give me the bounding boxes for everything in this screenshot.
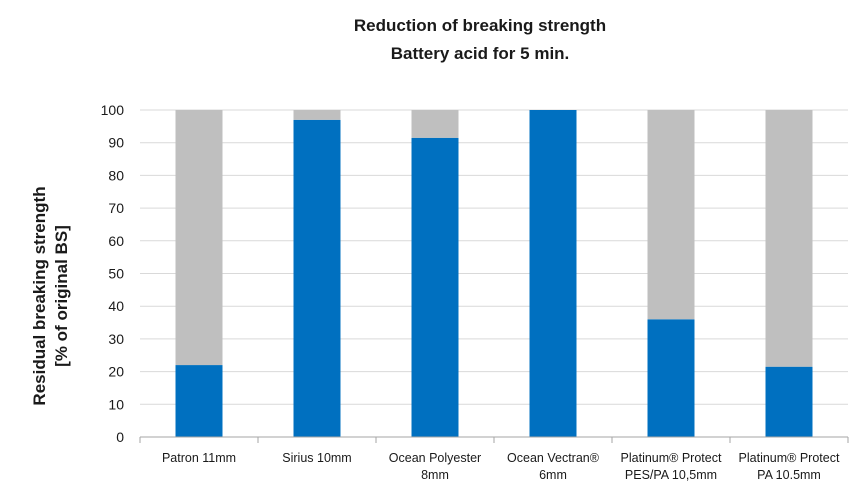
y-tick-label: 0 bbox=[116, 429, 124, 445]
y-tick-label: 30 bbox=[108, 331, 124, 347]
y-axis-title-line-1: Residual breaking strength bbox=[30, 186, 49, 405]
y-axis-title: Residual breaking strength [% of origina… bbox=[30, 186, 71, 405]
bar-loss bbox=[175, 110, 223, 366]
bar-residual bbox=[765, 366, 813, 437]
gridlines bbox=[140, 109, 848, 405]
y-tick-label: 40 bbox=[108, 298, 124, 314]
x-tick-label: Patron 11mm bbox=[162, 451, 236, 465]
y-tick-label: 60 bbox=[108, 233, 124, 249]
x-tick-label: PA 10.5mm bbox=[757, 468, 821, 482]
y-axis-title-line-2: [% of original BS] bbox=[52, 225, 71, 367]
y-tick-labels: 0 10 20 30 40 50 60 70 80 90 100 bbox=[101, 102, 125, 445]
x-tick-label: Sirius 10mm bbox=[282, 451, 351, 465]
bar-residual bbox=[411, 137, 459, 438]
x-tick-label: Platinum® Protect bbox=[739, 451, 840, 465]
y-tick-label: 70 bbox=[108, 200, 124, 216]
bar-loss bbox=[765, 110, 813, 367]
x-tick-label: Platinum® Protect bbox=[621, 451, 722, 465]
y-tick-label: 100 bbox=[101, 102, 125, 118]
bar-residual bbox=[293, 119, 341, 437]
bar-loss bbox=[293, 110, 341, 120]
x-tick-label: PES/PA 10,5mm bbox=[625, 468, 717, 482]
bar-loss bbox=[411, 110, 459, 138]
y-tick-label: 10 bbox=[108, 396, 124, 412]
x-axis bbox=[139, 436, 849, 443]
x-tick-label: Ocean Polyester bbox=[389, 451, 481, 465]
y-tick-label: 20 bbox=[108, 364, 124, 380]
x-tick-label: Ocean Vectran® bbox=[507, 451, 600, 465]
chart-subtitle: Battery acid for 5 min. bbox=[391, 44, 570, 63]
x-tick-label: 8mm bbox=[421, 468, 449, 482]
bar-residual bbox=[529, 110, 577, 437]
y-tick-label: 90 bbox=[108, 135, 124, 151]
x-tick-label: 6mm bbox=[539, 468, 567, 482]
bars bbox=[175, 110, 813, 438]
bar-residual bbox=[647, 319, 695, 437]
y-tick-label: 80 bbox=[108, 167, 124, 183]
chart-title: Reduction of breaking strength bbox=[354, 16, 606, 35]
bar-residual bbox=[175, 365, 223, 437]
bar-loss bbox=[647, 110, 695, 320]
x-tick-labels: Patron 11mm Sirius 10mm Ocean Polyester 8mm… bbox=[162, 451, 840, 482]
y-tick-label: 50 bbox=[108, 266, 124, 282]
